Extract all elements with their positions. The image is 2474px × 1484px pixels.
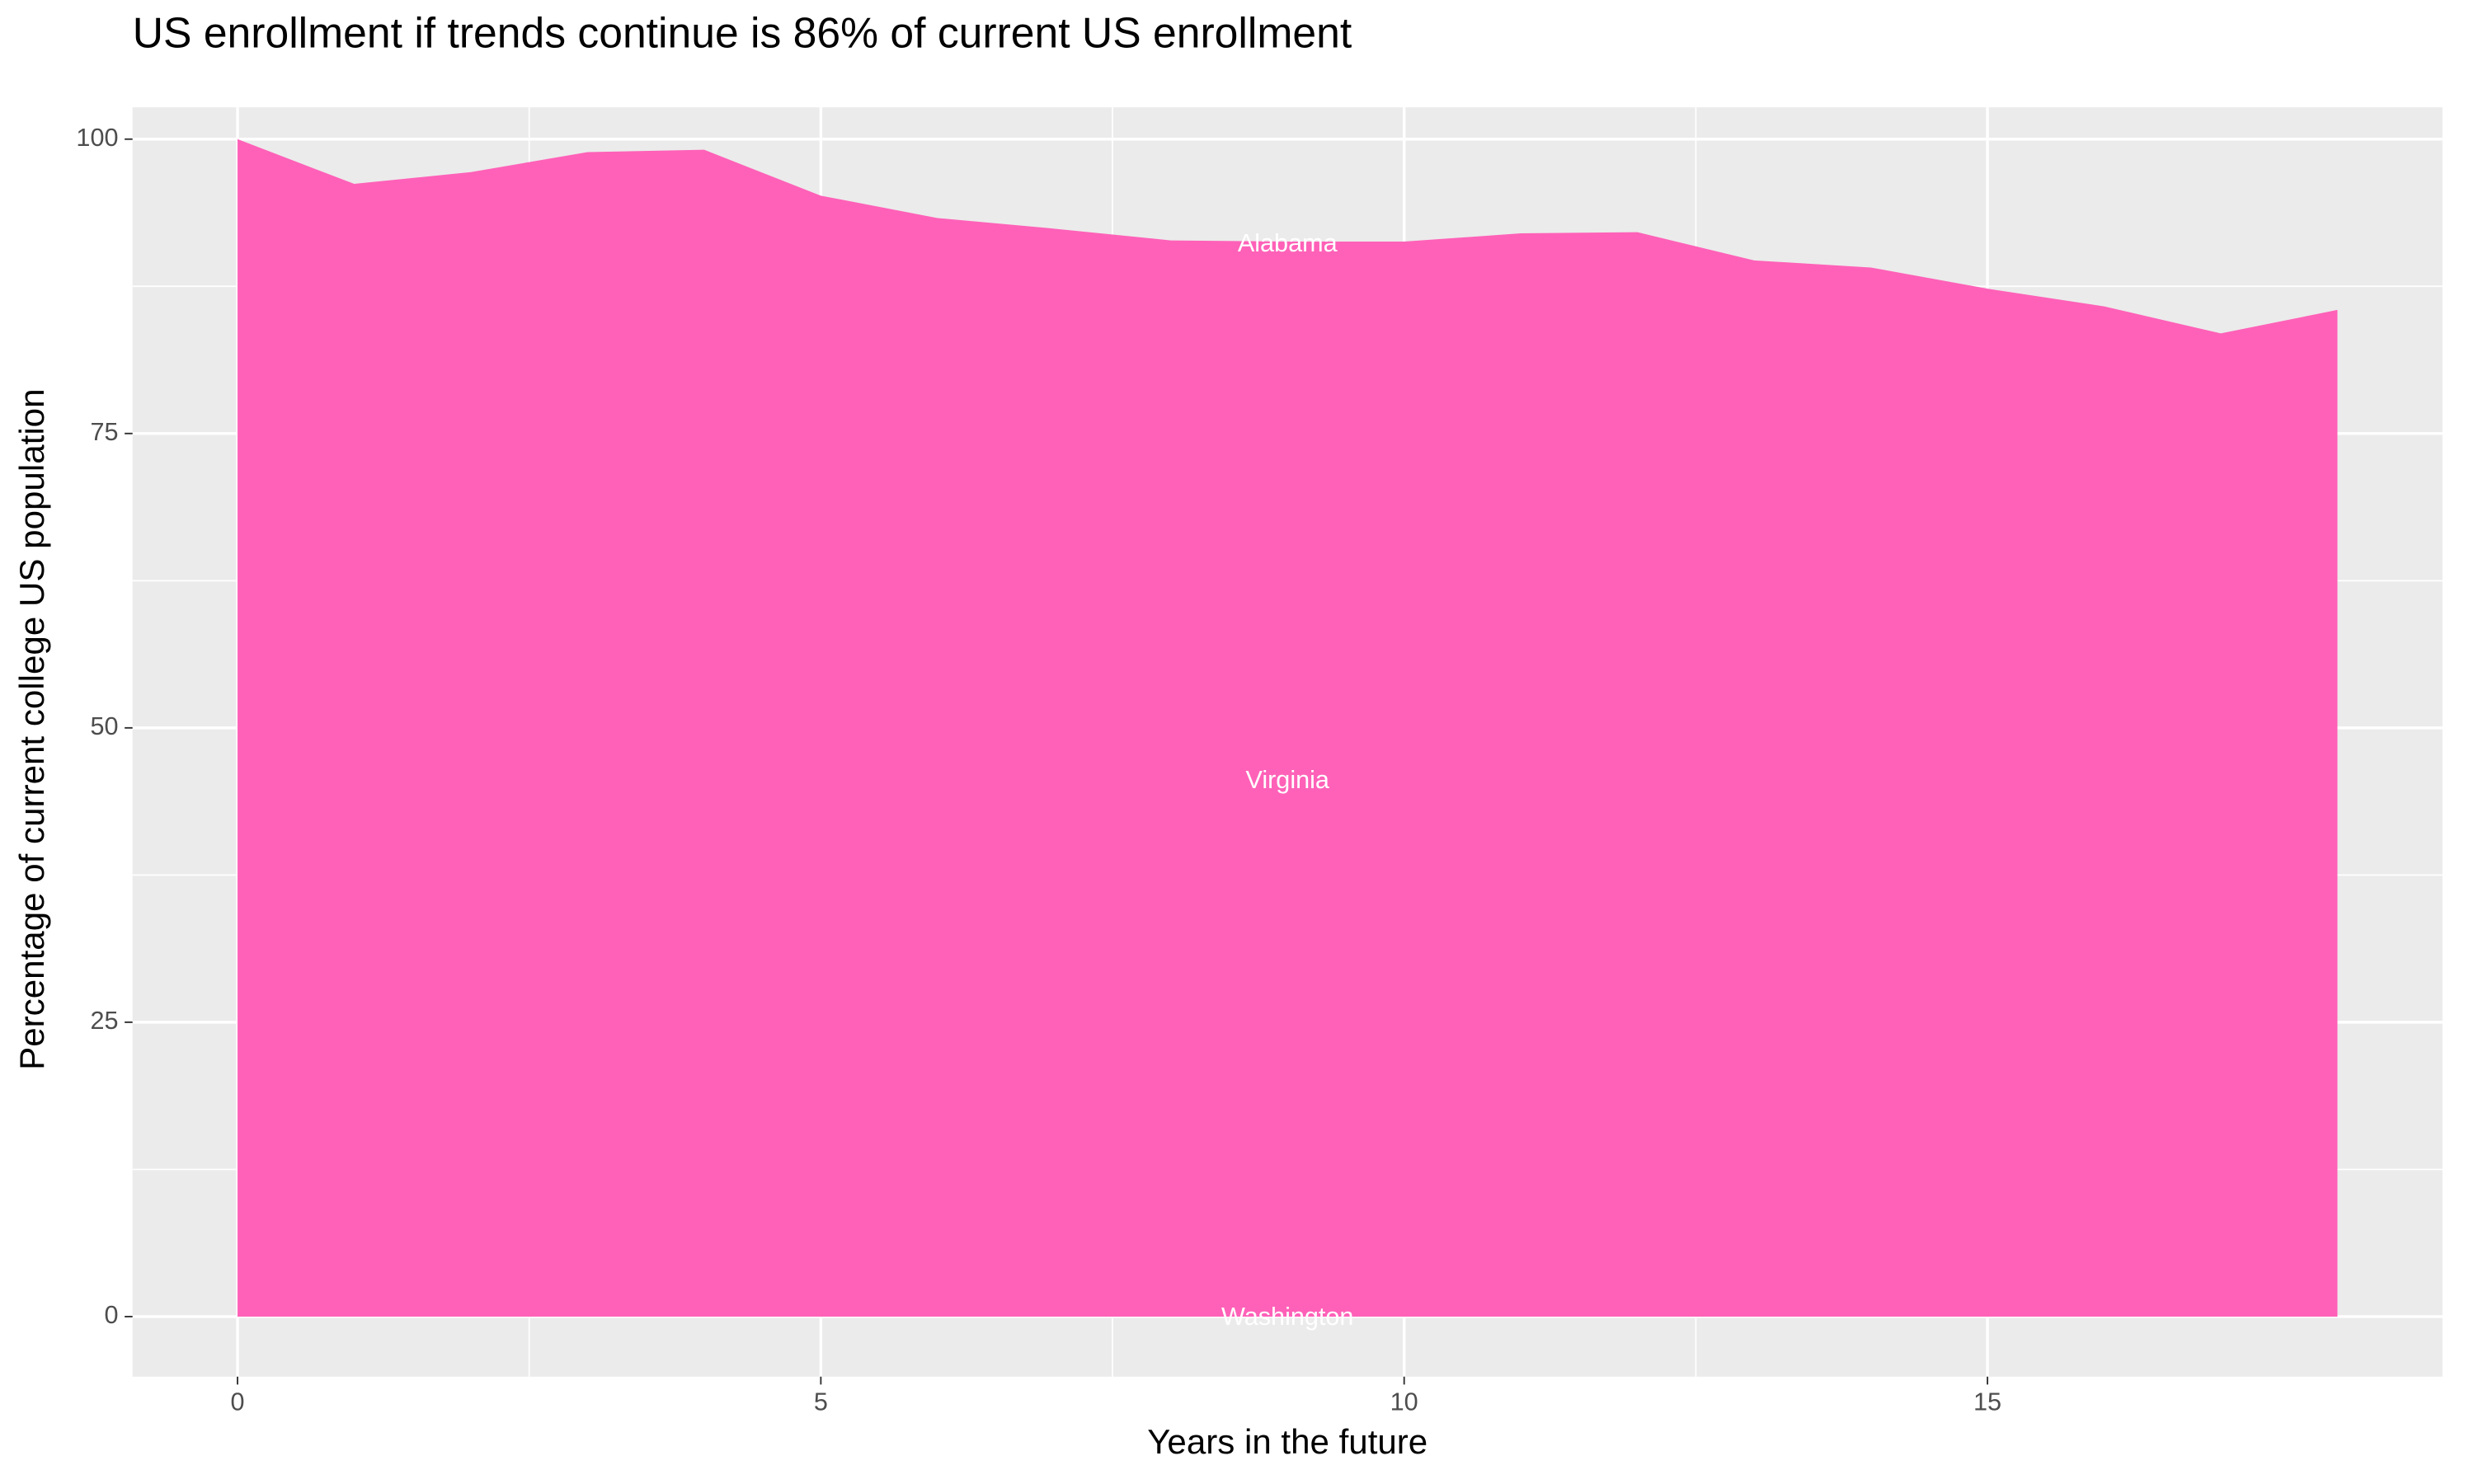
y-tick-label: 75 xyxy=(90,418,118,446)
y-axis-title: Percentage of current college US populat… xyxy=(12,388,51,1069)
x-tick-label: 5 xyxy=(814,1388,828,1416)
area-label: Virginia xyxy=(1245,766,1329,794)
x-axis-title: Years in the future xyxy=(1147,1422,1427,1461)
area-label: Alabama xyxy=(1238,229,1338,257)
y-tick-label: 50 xyxy=(90,712,118,740)
y-tick-label: 25 xyxy=(90,1007,118,1035)
area xyxy=(238,139,2338,1317)
y-tick-label: 100 xyxy=(76,124,118,152)
chart-title: US enrollment if trends continue is 86% … xyxy=(133,9,1352,57)
y-tick-label: 0 xyxy=(104,1301,118,1329)
x-tick-label: 15 xyxy=(1973,1388,2001,1416)
x-tick-label: 0 xyxy=(231,1388,245,1416)
x-tick-label: 10 xyxy=(1390,1388,1418,1416)
area-label: Washington xyxy=(1221,1303,1353,1331)
